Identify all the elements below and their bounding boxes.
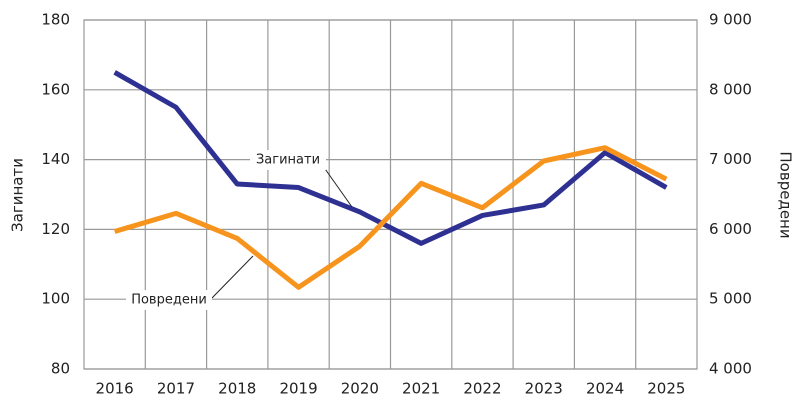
x-tick-label: 2024 — [586, 380, 624, 398]
x-tick-label: 2016 — [96, 380, 134, 398]
y2-tick-label: 4 000 — [709, 360, 752, 378]
y-tick-label: 140 — [41, 150, 70, 168]
y-tick-label: 120 — [41, 220, 70, 238]
y-tick-label: 160 — [41, 80, 70, 98]
label-bg — [250, 150, 326, 170]
x-tick-label: 2025 — [647, 380, 685, 398]
label-bg — [126, 290, 212, 310]
y-axis-label: Загинати — [9, 158, 27, 232]
x-tick-label: 2023 — [525, 380, 563, 398]
y-tick-label: 180 — [41, 11, 70, 29]
x-tick-label: 2021 — [402, 380, 440, 398]
x-tick-label: 2017 — [157, 380, 195, 398]
x-tick-label: 2018 — [218, 380, 256, 398]
y2-axis-label: Повредени — [777, 151, 794, 238]
leader-line — [322, 165, 353, 208]
series-label: Повредени — [131, 293, 207, 308]
y2-tick-label: 6 000 — [709, 220, 752, 238]
series-line — [113, 70, 668, 246]
leader-line — [211, 255, 254, 299]
x-tick-label: 2019 — [279, 380, 317, 398]
series-line — [113, 145, 668, 290]
y2-tick-label: 9 000 — [709, 11, 752, 29]
series-label: Загинати — [256, 153, 320, 168]
y-tick-label: 80 — [51, 360, 70, 378]
y2-tick-label: 7 000 — [709, 150, 752, 168]
x-tick-label: 2020 — [341, 380, 379, 398]
y2-tick-label: 5 000 — [709, 290, 752, 308]
x-tick-label: 2022 — [463, 380, 501, 398]
y-tick-label: 100 — [41, 290, 70, 308]
y2-tick-label: 8 000 — [709, 80, 752, 98]
